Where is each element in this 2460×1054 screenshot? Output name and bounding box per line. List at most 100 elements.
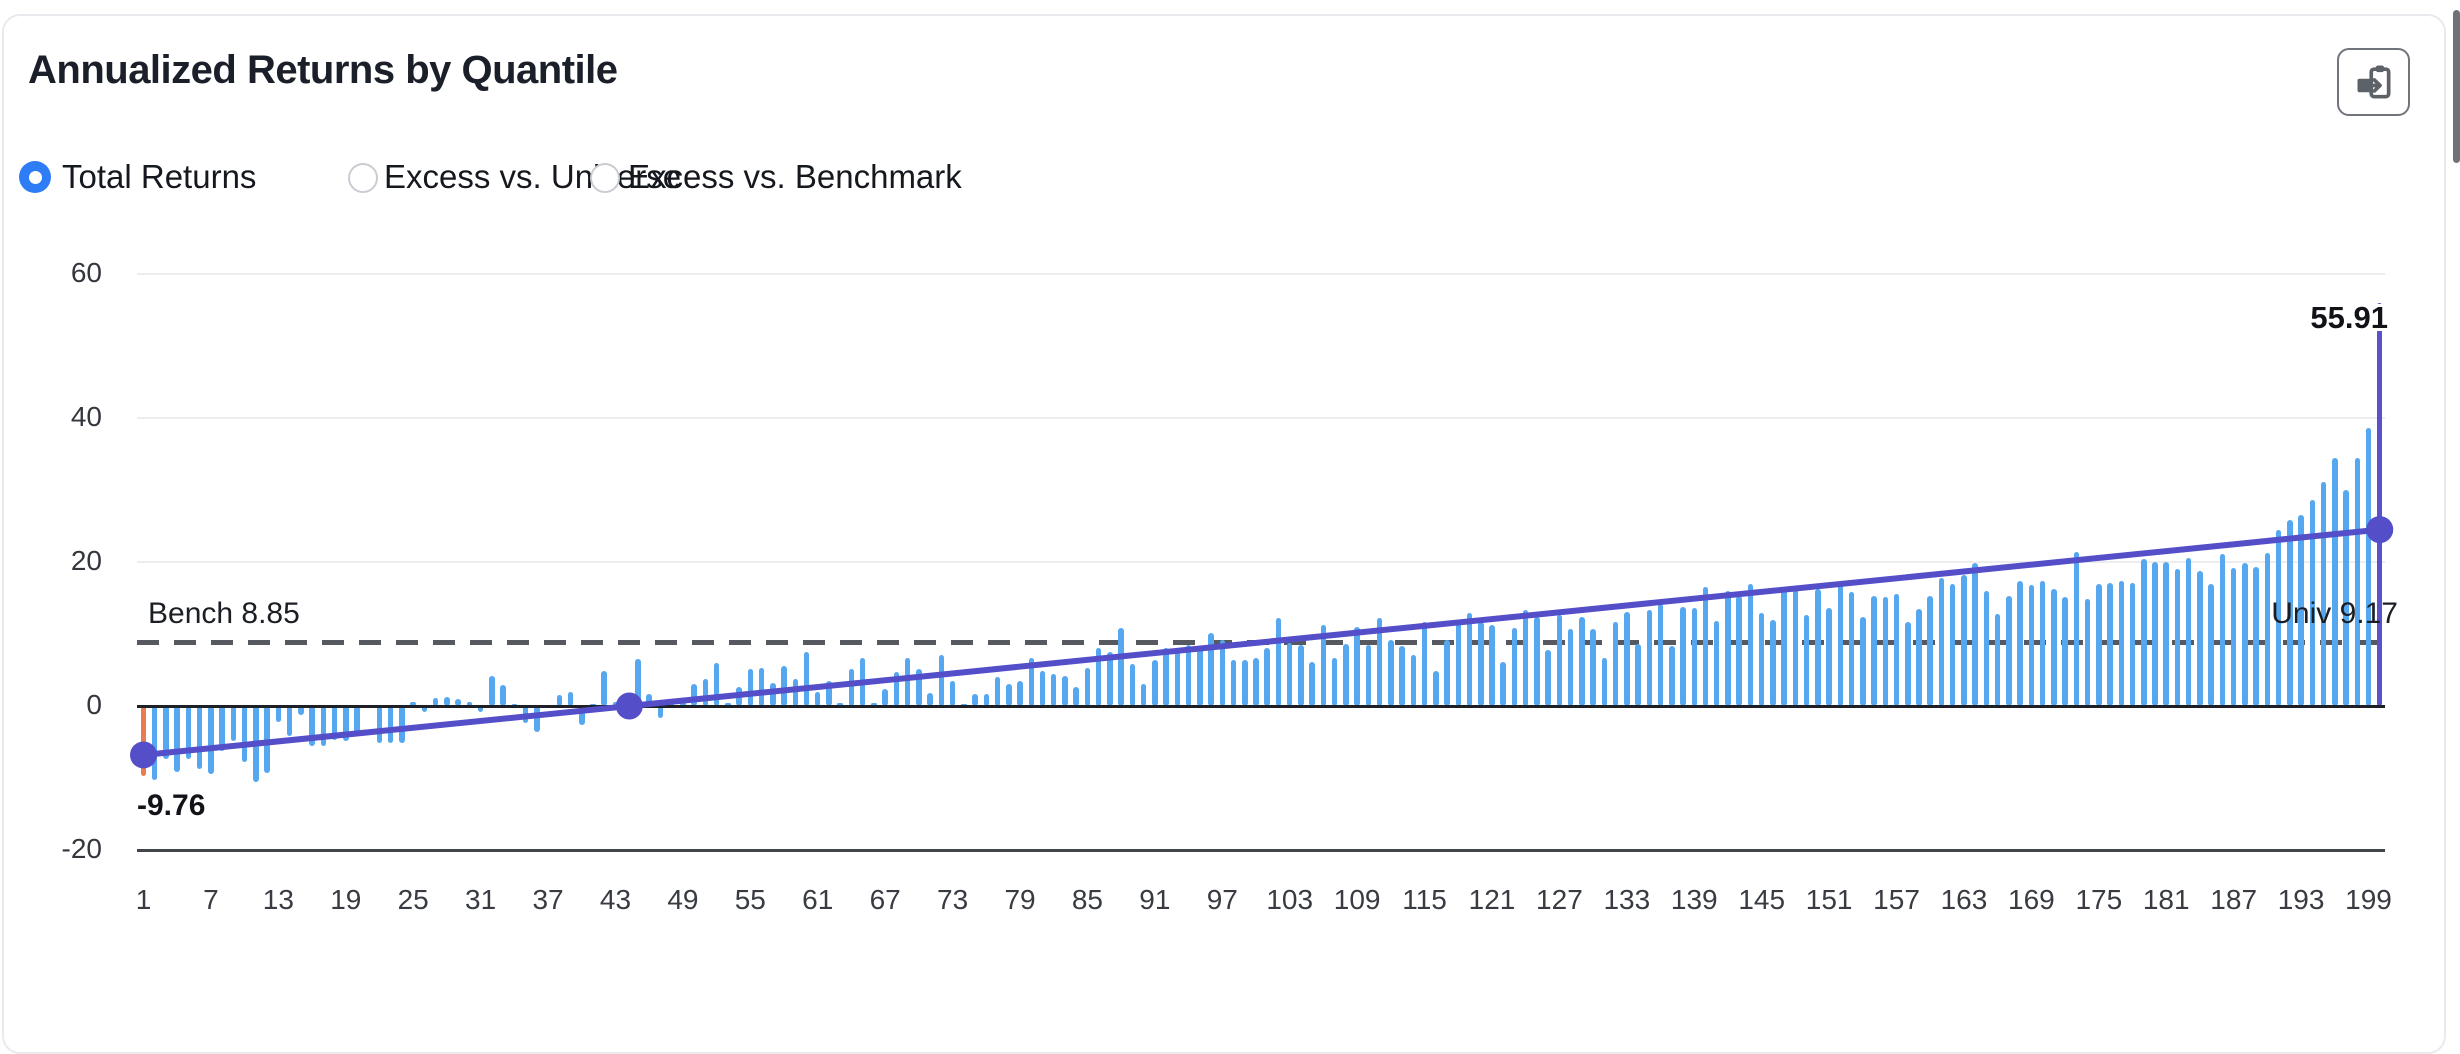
- quantile-bar-156: [1882, 597, 1889, 706]
- quantile-bar-101: [1264, 648, 1270, 706]
- quantile-bar-128: [1567, 628, 1574, 706]
- quantile-bar-108: [1343, 644, 1349, 706]
- copy-chart-button[interactable]: [2337, 48, 2410, 116]
- quantile-bar-70: [916, 669, 922, 706]
- quantile-bar-12: [264, 706, 270, 773]
- x-tick-label-109: 109: [1333, 884, 1381, 915]
- quantile-bar-80: [1028, 657, 1034, 706]
- x-tick-label-151: 151: [1805, 884, 1853, 915]
- quantile-bar-58: [781, 665, 787, 706]
- quantile-bar-168: [2017, 581, 2023, 706]
- quantile-bar-112: [1388, 639, 1394, 706]
- quantile-bar-93: [1174, 648, 1181, 706]
- x-tick-label-67: 67: [869, 884, 901, 915]
- radio-label-excess-vs-universe[interactable]: Excess vs. Universe: [384, 158, 682, 195]
- quantile-bar-98: [1230, 659, 1237, 706]
- quantile-bar-60: [803, 652, 810, 706]
- quantile-bar-187: [2230, 568, 2237, 706]
- scrollbar-thumb[interactable]: [2453, 10, 2460, 163]
- quantile-bar-68: [893, 672, 900, 706]
- quantile-bar-20: [354, 706, 360, 737]
- quantile-bar-18: [331, 706, 338, 740]
- radio-selected-dot: [28, 170, 42, 184]
- quantile-bar-133: [1624, 612, 1630, 706]
- quantile-bar-127: [1556, 614, 1563, 706]
- quantile-bar-157: [1893, 593, 1900, 706]
- quantile-bar-64: [848, 668, 855, 706]
- y-tick-label--20: -20: [61, 833, 102, 864]
- x-tick-label-139: 139: [1670, 884, 1718, 915]
- quantile-bar-102: [1275, 618, 1282, 706]
- quantile-bar-82: [1050, 674, 1057, 706]
- x-tick-label-61: 61: [802, 884, 834, 915]
- quantile-bar-130: [1590, 628, 1596, 706]
- quantile-bar-94: [1185, 644, 1192, 706]
- copy-chart-to-clipboard-icon: [2352, 60, 2396, 104]
- x-tick-label-37: 37: [532, 884, 564, 915]
- gridline-y-60: [137, 273, 2385, 275]
- quantile-bar-164: [1972, 562, 1978, 706]
- quantile-bar-47: [657, 706, 664, 719]
- quantile-bar-7: [208, 706, 214, 774]
- quantile-bar-122: [1500, 662, 1506, 706]
- quantile-bar-42: [601, 670, 607, 706]
- quantile-bar-61: [814, 691, 821, 706]
- quantile-bar-153: [1848, 591, 1855, 706]
- x-tick-label-163: 163: [1940, 884, 1988, 915]
- x-tick-label-97: 97: [1206, 884, 1238, 915]
- x-axis-line: [137, 848, 2385, 852]
- gridline-y-20: [137, 561, 2385, 563]
- quantile-bar-142: [1725, 590, 1731, 706]
- quantile-bar-110: [1365, 644, 1372, 706]
- x-tick-label-85: 85: [1071, 884, 1104, 915]
- quantile-bar-97: [1219, 640, 1226, 706]
- quantile-bar-73: [949, 680, 956, 706]
- benchmark-line-label: Bench 8.85: [148, 597, 300, 630]
- quantile-bar-173: [2073, 551, 2080, 706]
- quantile-bar-163: [1961, 574, 1967, 706]
- quantile-bar-144: [1747, 583, 1754, 706]
- x-tick-label-133: 133: [1603, 884, 1651, 915]
- quantile-bar-39: [567, 691, 574, 706]
- quantile-bar-6: [196, 706, 203, 770]
- zero-axis-line: [137, 705, 2385, 708]
- quantile-bar-152: [1837, 584, 1844, 706]
- quantile-bar-146: [1770, 620, 1776, 706]
- quantile-bar-19: [343, 706, 349, 742]
- quantile-bar-100: [1253, 657, 1259, 706]
- radio-label-total-returns[interactable]: Total Returns: [62, 158, 257, 195]
- x-tick-label-121: 121: [1468, 884, 1516, 915]
- quantile-bar-17: [320, 706, 327, 746]
- quantile-bar-179: [2141, 559, 2147, 706]
- quantile-bar-57: [770, 682, 776, 706]
- x-tick-label-13: 13: [262, 884, 294, 915]
- quantile-bar-55: [747, 669, 754, 706]
- quantile-bar-182: [2174, 569, 2181, 706]
- radio-total-returns[interactable]: [19, 161, 51, 193]
- quantile-bar-11: [253, 706, 259, 782]
- quantile-bar-96: [1208, 633, 1214, 706]
- quantile-bar-120: [1478, 622, 1484, 706]
- quantile-bar-14: [286, 706, 293, 737]
- quantile-bar-23: [387, 706, 394, 744]
- x-tick-label-19: 19: [330, 884, 362, 915]
- quantile-bar-3: [163, 706, 169, 760]
- radio-excess-vs-benchmark[interactable]: [590, 163, 620, 193]
- x-tick-label-25: 25: [397, 884, 429, 915]
- quantile-bar-190: [2264, 552, 2271, 706]
- quantile-bar-165: [1983, 590, 1990, 706]
- quantile-bar-150: [1815, 589, 1821, 706]
- quantile-bar-16: [309, 706, 315, 747]
- quantile-bar-8: [219, 706, 225, 751]
- quantile-bar-162: [1949, 583, 1956, 706]
- radio-excess-vs-universe[interactable]: [348, 163, 378, 193]
- annualized-returns-panel: { "card": { "title": "Annualized Returns…: [2, 10, 2460, 1054]
- quantile-bar-148: [1792, 585, 1799, 706]
- quantile-bar-176: [2107, 582, 2113, 706]
- radio-label-excess-vs-benchmark[interactable]: Excess vs. Benchmark: [628, 158, 962, 195]
- quantile-bar-188: [2242, 563, 2248, 706]
- x-tick-label-91: 91: [1139, 884, 1171, 915]
- quantile-bar-114: [1410, 654, 1417, 706]
- x-tick-label-103: 103: [1266, 884, 1314, 915]
- quantile-bar-170: [2039, 580, 2046, 706]
